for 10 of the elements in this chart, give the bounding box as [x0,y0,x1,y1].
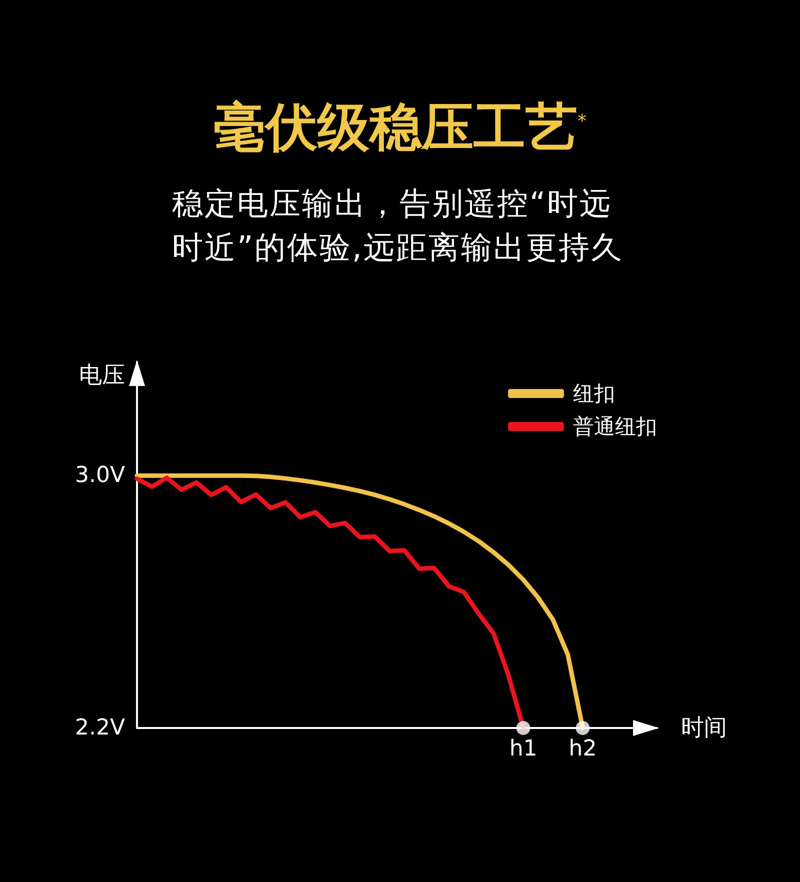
x-tick-label: h2 [568,736,597,762]
y-axis-title: 电压 [79,362,125,388]
chart-title: 毫伏级稳压工艺$^{*}$ [214,97,586,160]
legend-label: 纽扣 [573,382,615,406]
legend-label: 普通纽扣 [573,414,657,438]
y-tick-label: 3.0V [74,463,125,488]
y-tick-label: 2.2V [74,716,125,740]
x-axis-title: 时间 [681,715,727,741]
x-tick-label: h1 [509,736,538,762]
chart-subtitle: 稳定电压输出，告别遥控“时远时近”的体验,远距离输出更持久 [172,185,624,268]
